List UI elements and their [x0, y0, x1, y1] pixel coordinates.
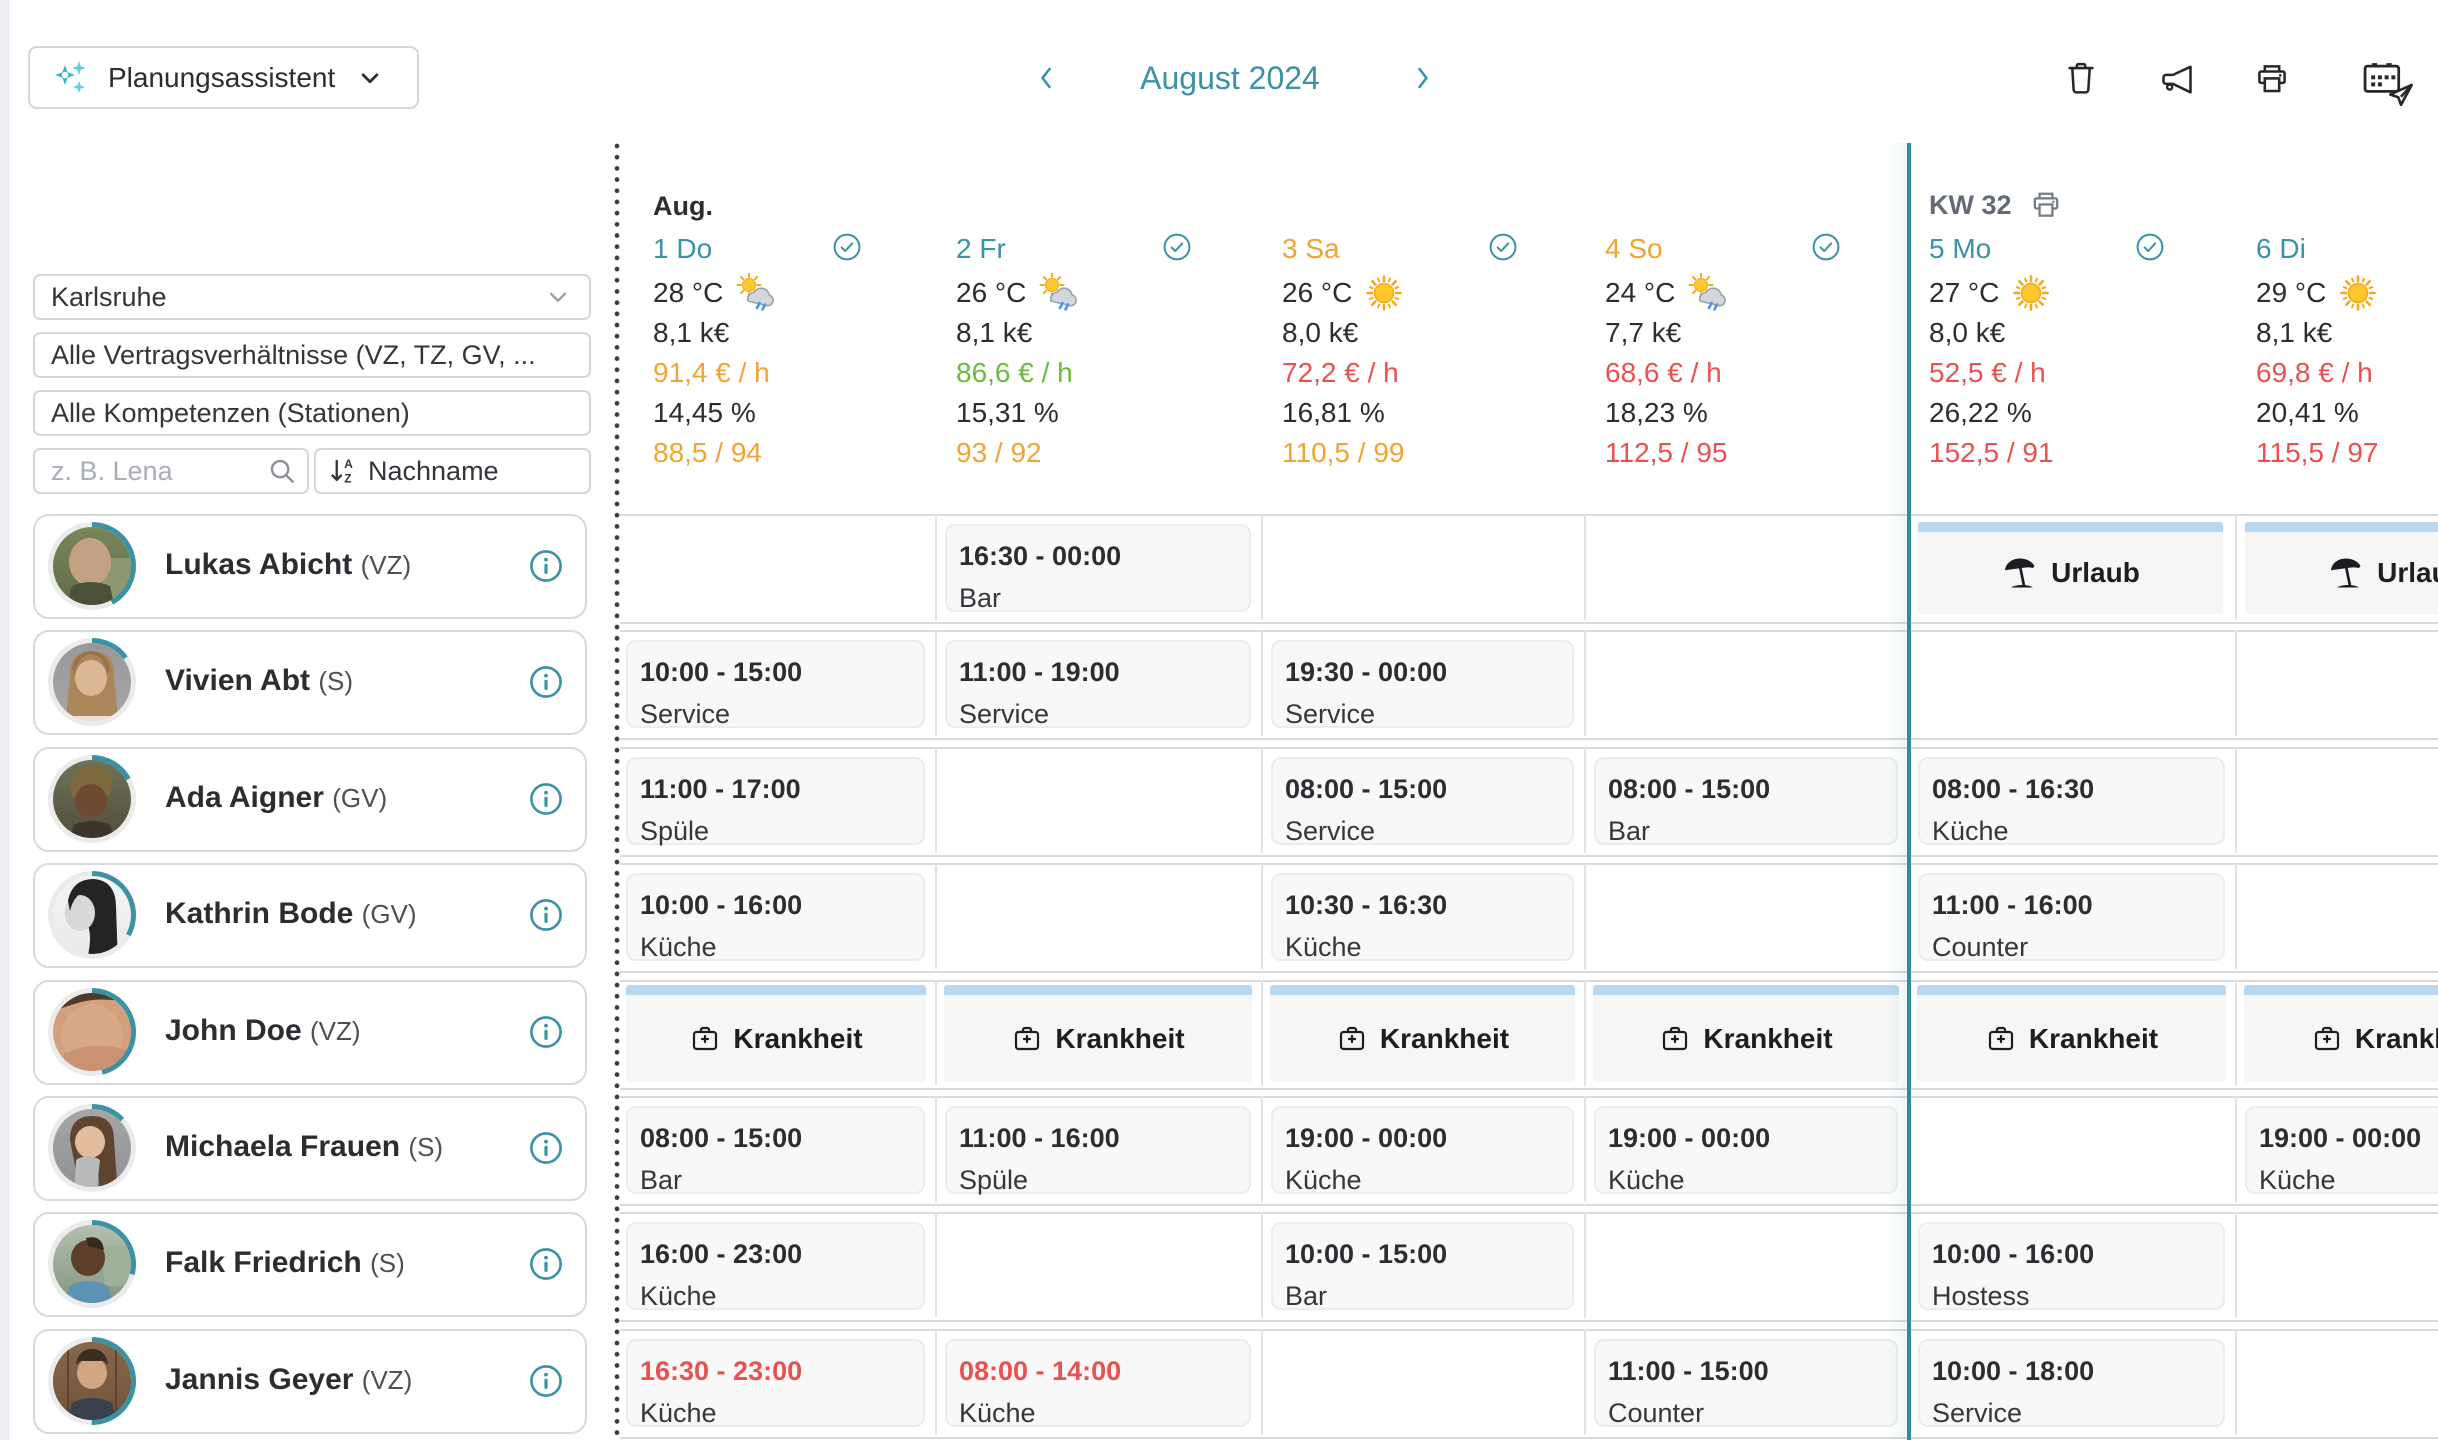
svg-text:A: A	[344, 457, 353, 471]
svg-text:Z: Z	[344, 471, 351, 485]
